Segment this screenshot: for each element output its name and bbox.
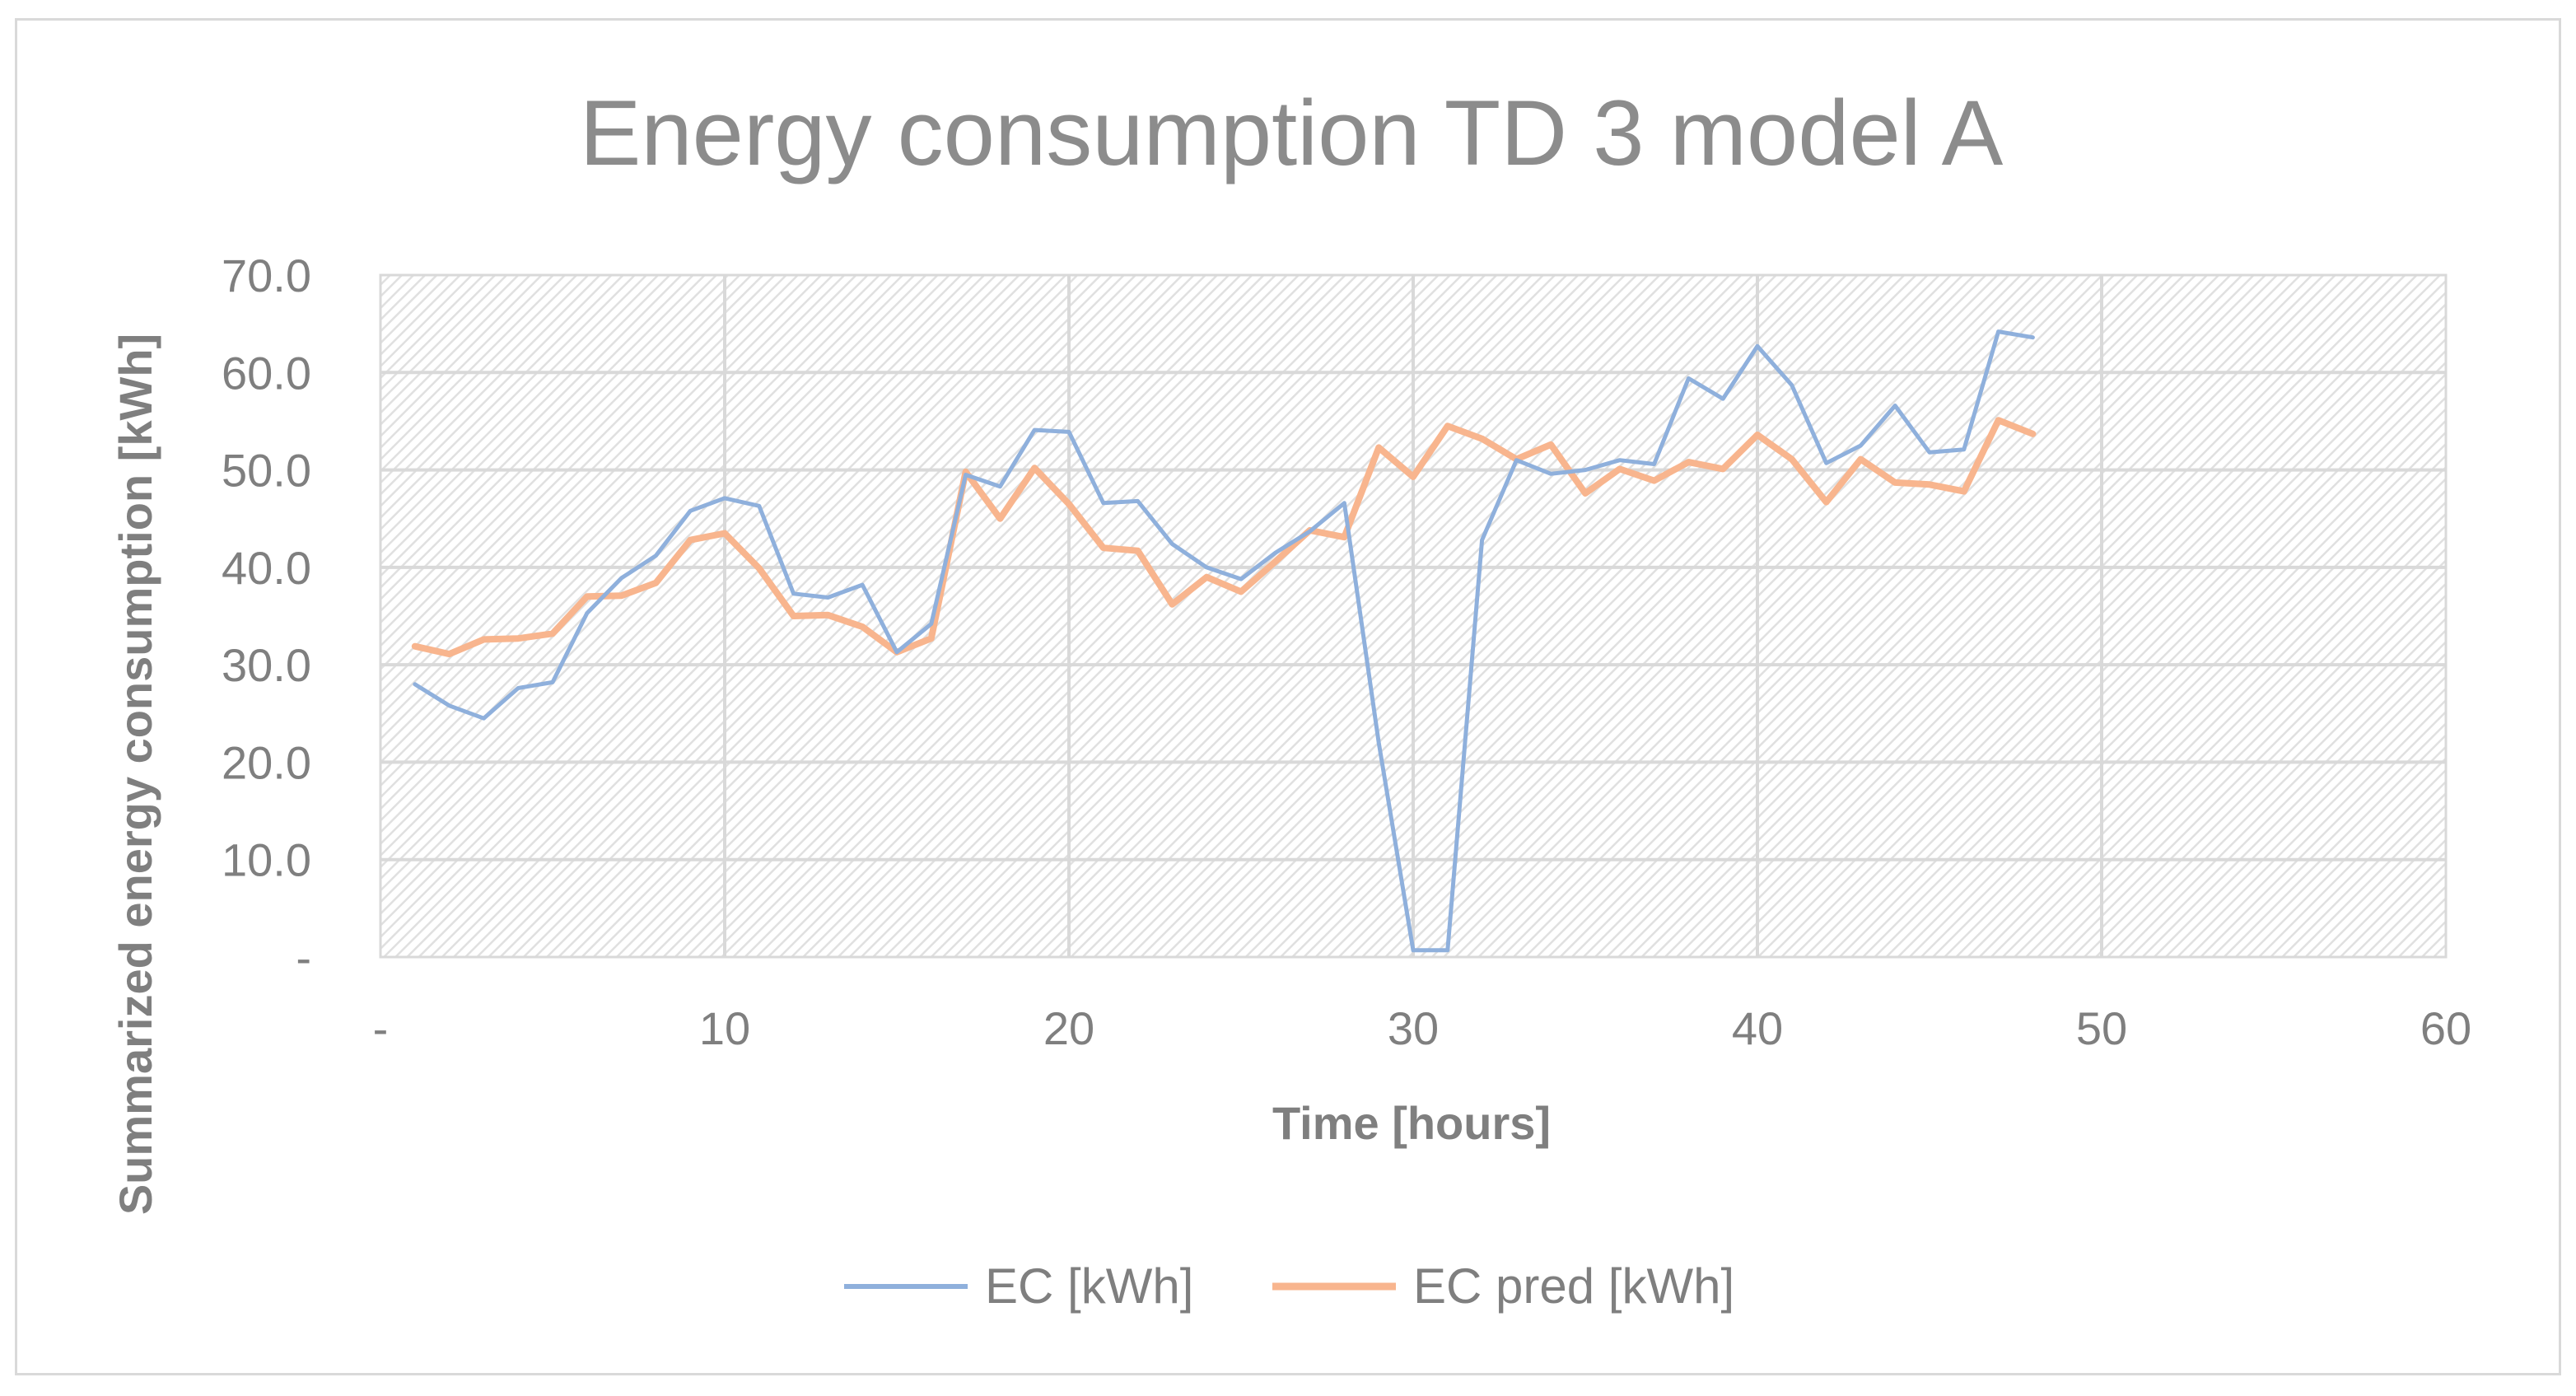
legend-label-ec-pred: EC pred [kWh]	[1413, 1258, 1734, 1314]
x-tick-label: 50	[2076, 1002, 2127, 1054]
series-line-ec-pred	[411, 417, 2037, 658]
y-tick-label: 20.0	[222, 736, 311, 788]
x-tick-label: 20	[1043, 1002, 1094, 1054]
series-layer	[411, 329, 2037, 953]
y-axis-title: Summarized energy consumption [kWh]	[110, 334, 161, 1215]
series-line-ec	[413, 329, 2035, 953]
y-tick-label: 50.0	[222, 445, 311, 497]
y-tick-label: 60.0	[222, 347, 311, 399]
vertical-gridlines	[723, 275, 2103, 957]
legend: EC [kWh] EC pred [kWh]	[844, 1258, 1734, 1314]
y-tick-label: 70.0	[222, 250, 311, 301]
y-tick-labels: - 10.0 20.0 30.0 40.0 50.0 60.0 70.0	[222, 250, 311, 983]
legend-label-ec: EC [kWh]	[985, 1258, 1193, 1314]
x-tick-label: 10	[699, 1002, 750, 1054]
x-tick-labels: - 10 20 30 40 50 60	[373, 1002, 2471, 1054]
horizontal-gridlines	[380, 371, 2446, 861]
y-tick-label: 40.0	[222, 542, 311, 594]
x-tick-label: 40	[1732, 1002, 1783, 1054]
y-tick-label: -	[296, 931, 311, 983]
x-tick-label: 60	[2420, 1002, 2471, 1054]
y-tick-label: 10.0	[222, 834, 311, 886]
x-tick-label: 30	[1388, 1002, 1439, 1054]
chart-title: Energy consumption TD 3 model A	[580, 82, 2004, 184]
y-tick-label: 30.0	[222, 639, 311, 691]
x-tick-label: -	[373, 1002, 389, 1054]
x-axis-title: Time [hours]	[1272, 1097, 1551, 1149]
